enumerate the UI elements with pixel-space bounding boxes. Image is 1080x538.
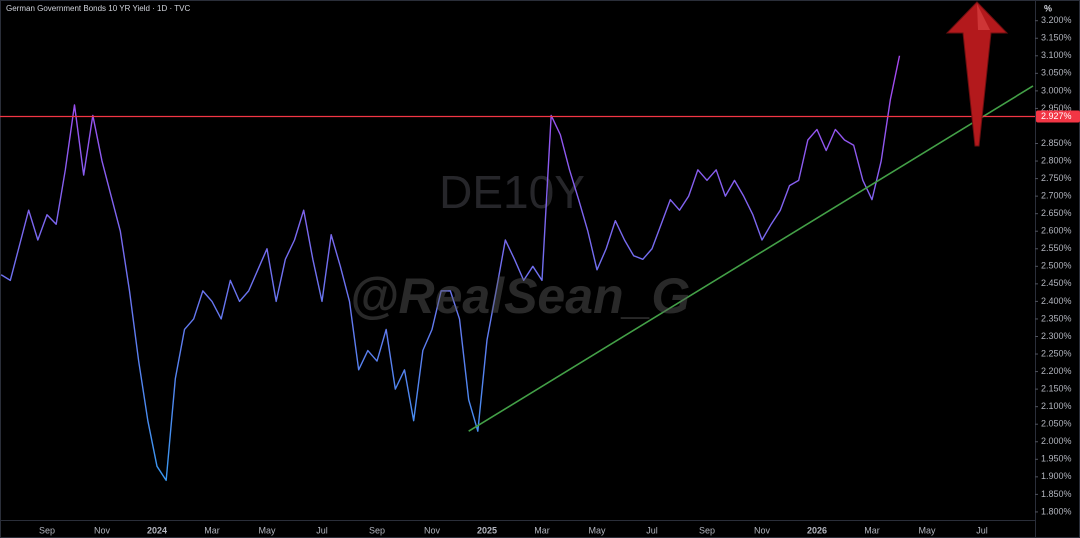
y-tick-label: 1.850%	[1041, 489, 1072, 499]
y-tick-label: 2.850%	[1041, 138, 1072, 148]
x-tick-label: Jul	[316, 525, 328, 535]
y-tick-label: 3.050%	[1041, 68, 1072, 78]
price-label-box	[1036, 110, 1080, 123]
y-tick-label: 2.250%	[1041, 348, 1072, 358]
x-tick-label: Nov	[754, 525, 771, 535]
y-tick-label: 3.000%	[1041, 85, 1072, 95]
y-tick-label: 2.550%	[1041, 243, 1072, 253]
y-tick-label: 2.500%	[1041, 261, 1072, 271]
trend-line	[468, 85, 1034, 432]
watermark: DE10Y	[439, 166, 585, 218]
x-tick-label: May	[258, 525, 276, 535]
x-tick-label: Nov	[94, 525, 111, 535]
y-tick-label: 2.700%	[1041, 191, 1072, 201]
y-tick-label: 2.750%	[1041, 173, 1072, 183]
y-tick-label: 2.350%	[1041, 313, 1072, 323]
y-tick-label: 2.600%	[1041, 226, 1072, 236]
up-arrow	[945, 1, 1009, 147]
x-tick-label: May	[588, 525, 606, 535]
y-tick-label: 2.050%	[1041, 419, 1072, 429]
y-tick-label: 2.450%	[1041, 278, 1072, 288]
x-tick-label: Sep	[699, 525, 715, 535]
up-arrow-highlight	[977, 4, 990, 30]
y-tick-label: 3.200%	[1041, 15, 1072, 25]
x-tick-label: Jul	[976, 525, 988, 535]
price-line	[0, 55, 901, 482]
x-tick-label: Sep	[39, 525, 55, 535]
x-tick-label: Mar	[864, 525, 880, 535]
y-tick-label: 2.200%	[1041, 366, 1072, 376]
x-tick-label: Jul	[646, 525, 658, 535]
x-tick-label: Sep	[369, 525, 385, 535]
y-tick-label: 2.100%	[1041, 401, 1072, 411]
y-tick-label: 3.100%	[1041, 50, 1072, 60]
x-tick-label: 2026	[807, 525, 827, 535]
y-tick-label: 1.950%	[1041, 454, 1072, 464]
y-tick-label: 1.900%	[1041, 471, 1072, 481]
x-tick-label: 2024	[147, 525, 167, 535]
x-tick-label: Nov	[424, 525, 441, 535]
unit-label: %	[1044, 3, 1052, 13]
chart-title: German Government Bonds 10 YR Yield · 1D…	[6, 4, 190, 13]
x-tick-label: 2025	[477, 525, 497, 535]
x-tick-label: Mar	[204, 525, 220, 535]
y-tick-label: 2.300%	[1041, 331, 1072, 341]
y-tick-label: 2.950%	[1041, 103, 1072, 113]
x-tick-label: Mar	[534, 525, 550, 535]
x-tick-label: May	[918, 525, 936, 535]
y-tick-label: 2.000%	[1041, 436, 1072, 446]
y-tick-label: 3.150%	[1041, 33, 1072, 43]
price-label: 2.927%	[1041, 111, 1072, 121]
y-tick-label: 1.800%	[1041, 506, 1072, 516]
y-tick-label: 2.800%	[1041, 155, 1072, 165]
y-tick-label: 2.650%	[1041, 208, 1072, 218]
signature: @RealSean_G	[350, 268, 691, 324]
y-tick-label: 2.150%	[1041, 383, 1072, 393]
y-tick-label: 2.400%	[1041, 296, 1072, 306]
